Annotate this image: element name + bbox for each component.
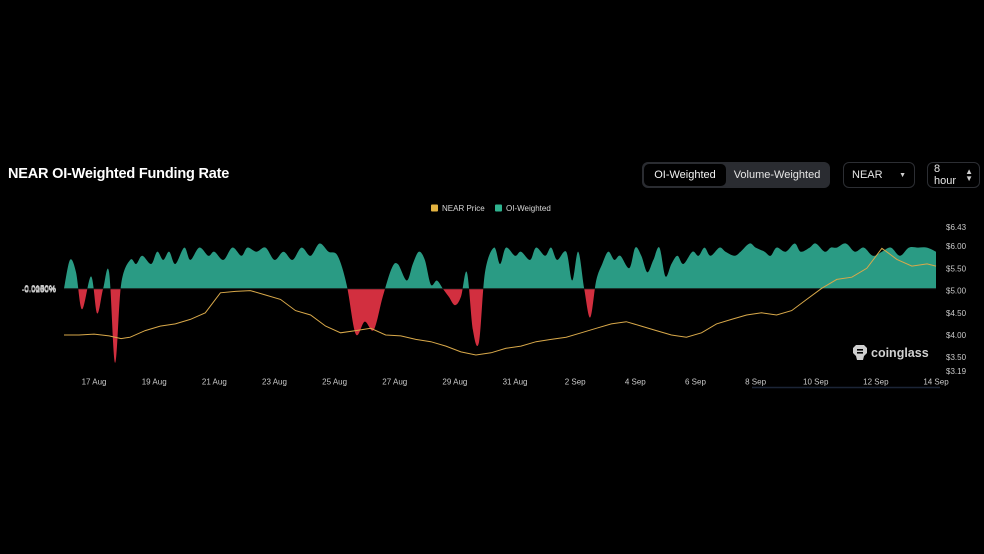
tab-volume-weighted[interactable]: Volume-Weighted — [733, 169, 821, 181]
x-axis: 17 Aug 19 Aug 21 Aug 23 Aug 25 Aug 27 Aug 29 A… — [82, 378, 984, 387]
x-tick-label: 6 Sep — [685, 378, 706, 387]
coinglass-watermark: coinglass — [853, 345, 929, 360]
x-tick-label: 2 Sep — [565, 378, 586, 387]
up-down-chevron-icon: ▲ ▼ — [965, 167, 973, 183]
legend-swatch-oi-weighted — [495, 204, 502, 212]
asset-select-value: NEAR — [852, 169, 883, 181]
y-left-tick-label: -0.0050% — [22, 285, 56, 294]
y-right-tick-label: $4.00 — [946, 331, 967, 340]
x-tick-label: 8 Sep — [745, 378, 766, 387]
x-tick-label: 14 Sep — [923, 378, 949, 387]
page-title: NEAR OI-Weighted Funding Rate — [8, 166, 230, 182]
asset-select[interactable]: NEAR ▼ — [843, 162, 915, 188]
y-left-tick-label: -0.0200% — [22, 286, 56, 295]
y-right-tick-label: $5.00 — [946, 287, 967, 296]
tab-oi-weighted[interactable]: OI-Weighted — [644, 164, 726, 186]
x-tick-label: 27 Aug — [382, 378, 407, 387]
x-tick-label: 25 Aug — [322, 378, 347, 387]
y-left-tick-label: 0.0100% — [24, 284, 56, 293]
legend-swatch-near-price — [431, 204, 438, 212]
positive-funding-area — [64, 243, 936, 289]
y-axis-left: 0.0150%0.0100%0.0050%0%-0.0050%-0.0100%-… — [22, 284, 56, 294]
y-left-tick-label: -0.0100% — [22, 285, 56, 294]
y-right-tick-label: $6.43 — [946, 223, 967, 232]
x-tick-label: 10 Sep — [803, 378, 829, 387]
weighting-toggle: OI-Weighted Volume-Weighted — [642, 162, 830, 188]
legend-label-oi-weighted: OI-Weighted — [506, 204, 551, 213]
coinglass-logo-icon — [853, 345, 867, 360]
y-left-tick-label: 0.0150% — [24, 284, 56, 293]
interval-select[interactable]: 8 hour ▲ ▼ — [927, 162, 980, 188]
x-tick-label: 19 Aug — [142, 378, 167, 387]
x-tick-label: 21 Aug — [202, 378, 227, 387]
interval-select-value: 8 hour — [934, 163, 957, 187]
x-tick-label: 29 Aug — [442, 378, 467, 387]
y-right-tick-label: $4.50 — [946, 309, 967, 318]
near-price-line — [64, 247, 937, 356]
y-right-tick-label: $5.50 — [946, 264, 967, 273]
legend-label-near-price: NEAR Price — [442, 204, 485, 213]
x-tick-label: 31 Aug — [503, 378, 528, 387]
y-axis-right: $6.43 $6.00 $5.50 $5.00 $4.50 $4.00 $3.50 $3.19 — [946, 223, 967, 376]
x-tick-label: 17 Aug — [82, 378, 107, 387]
watermark-text: coinglass — [871, 346, 929, 360]
y-left-tick-label: -0.0150% — [22, 285, 56, 294]
y-right-tick-label: $3.50 — [946, 353, 967, 362]
x-tick-label: 23 Aug — [262, 378, 287, 387]
y-right-tick-label: $3.19 — [946, 367, 967, 376]
y-left-tick-label: 0% — [44, 285, 56, 294]
chevron-down-icon: ▼ — [899, 171, 906, 179]
x-tick-label: 12 Sep — [863, 378, 889, 387]
y-left-tick-label: 0.0050% — [24, 285, 56, 294]
y-right-tick-label: $6.00 — [946, 242, 967, 251]
chart-legend: NEAR Price OI-Weighted — [431, 204, 551, 213]
x-tick-label: 4 Sep — [625, 378, 646, 387]
